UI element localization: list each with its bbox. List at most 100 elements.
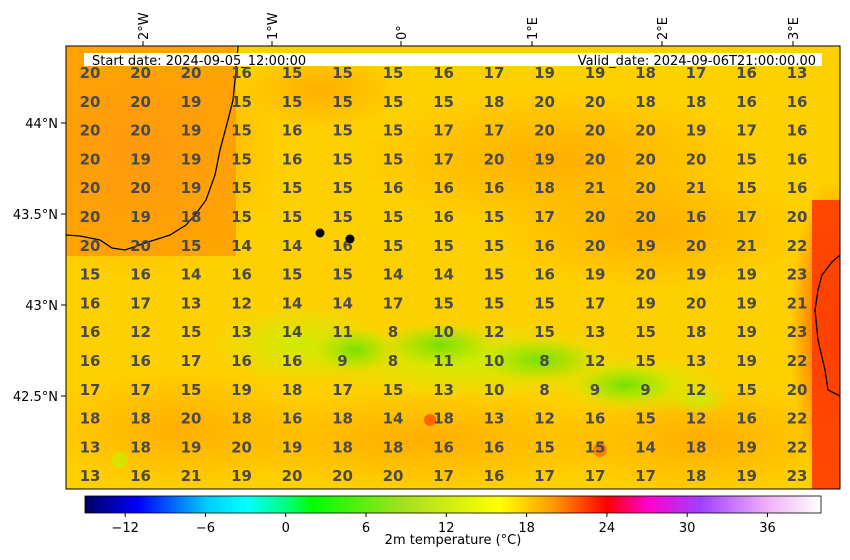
temperature-value: 15: [383, 208, 404, 226]
temperature-value: 18: [332, 410, 353, 428]
latitude-ticks: 44°N 43.5°N 43°N 42.5°N: [13, 117, 66, 405]
temperature-value: 17: [80, 381, 101, 399]
temperature-value: 20: [80, 150, 101, 168]
temperature-value: 12: [686, 410, 707, 428]
temperature-value: 15: [383, 122, 404, 140]
temperature-value: 23: [787, 266, 808, 284]
temperature-value: 17: [534, 467, 555, 485]
temperature-value: 15: [534, 294, 555, 312]
temperature-value: 17: [585, 467, 606, 485]
temperature-value: 18: [484, 93, 505, 111]
temperature-value: 18: [332, 438, 353, 456]
temperature-value: 15: [181, 237, 202, 255]
colorbar-tick-label: 0: [282, 521, 290, 536]
temperature-value: 13: [80, 467, 101, 485]
temperature-value: 15: [332, 266, 353, 284]
temperature-value: 20: [635, 179, 656, 197]
temperature-value: 19: [231, 467, 252, 485]
city-marker-2: [345, 234, 355, 244]
temperature-value: 21: [686, 179, 707, 197]
temperature-value: 19: [534, 150, 555, 168]
temperature-value: 20: [635, 208, 656, 226]
temperature-value: 19: [130, 150, 151, 168]
temperature-value: 15: [635, 352, 656, 370]
temperature-value: 18: [130, 410, 151, 428]
valid-date-label: Valid_date: 2024-09-06T21:00:00.00: [578, 54, 816, 69]
temperature-value: 20: [585, 93, 606, 111]
temperature-value: 19: [534, 64, 555, 82]
temperature-value: 16: [282, 410, 303, 428]
temperature-value: 16: [433, 208, 454, 226]
temperature-values: 20 20 20 16 15 15 15 16 17 19 19 18 17 16 13 20 20 19 15 15…: [80, 64, 808, 485]
temperature-value: 16: [484, 467, 505, 485]
temperature-value: 15: [231, 208, 252, 226]
temperature-value: 20: [585, 150, 606, 168]
temperature-value: 20: [80, 93, 101, 111]
header-band: [84, 53, 822, 66]
lat-tick-label: 44°N: [25, 117, 58, 132]
temperature-value: 15: [383, 237, 404, 255]
temperature-value: 20: [181, 64, 202, 82]
temperature-value: 15: [332, 93, 353, 111]
temperature-value: 10: [484, 352, 505, 370]
colorbar-ticks: −12 −6 0 6 12 18 24 30 36: [111, 513, 776, 536]
temperature-value: 18: [635, 93, 656, 111]
temperature-value: 17: [433, 122, 454, 140]
temperature-value: 14: [383, 266, 404, 284]
lat-tick-label: 43°N: [25, 299, 58, 314]
temperature-value: 19: [231, 381, 252, 399]
temperature-value: 16: [484, 179, 505, 197]
longitude-ticks: 2°W 1°W 0° 1°E 2°E 3°E: [137, 12, 802, 46]
temperature-value: 17: [332, 381, 353, 399]
temperature-value: 14: [231, 237, 252, 255]
temperature-value: 19: [736, 352, 757, 370]
temperature-value: 13: [585, 323, 606, 341]
temperature-value: 16: [80, 323, 101, 341]
temperature-value: 19: [181, 179, 202, 197]
temperature-value: 11: [332, 323, 353, 341]
temperature-value: 19: [736, 294, 757, 312]
temperature-value: 18: [534, 179, 555, 197]
temperature-value: 15: [332, 64, 353, 82]
temperature-value: 15: [80, 266, 101, 284]
temperature-value: 12: [534, 410, 555, 428]
temperature-value: 17: [585, 294, 606, 312]
temperature-value: 19: [635, 294, 656, 312]
temperature-value: 15: [231, 122, 252, 140]
temperature-value: 17: [736, 122, 757, 140]
temperature-value: 11: [433, 352, 454, 370]
temperature-value: 19: [686, 122, 707, 140]
start-date-label: Start date: 2024-09-05_12:00:00: [92, 54, 306, 69]
temperature-value: 14: [181, 266, 202, 284]
temperature-value: 18: [635, 64, 656, 82]
temperature-value: 13: [181, 294, 202, 312]
temperature-value: 15: [534, 438, 555, 456]
temperature-value: 15: [332, 122, 353, 140]
temperature-value: 18: [80, 410, 101, 428]
temperature-value: 16: [231, 64, 252, 82]
temperature-value: 16: [534, 237, 555, 255]
temperature-value: 20: [787, 208, 808, 226]
lon-tick-label: 1°W: [266, 12, 281, 40]
temperature-value: 12: [130, 323, 151, 341]
temperature-value: 14: [332, 294, 353, 312]
temperature-value: 22: [787, 410, 808, 428]
temperature-value: 17: [484, 64, 505, 82]
temperature-value: 18: [433, 410, 454, 428]
temperature-value: 20: [787, 381, 808, 399]
temperature-value: 15: [383, 150, 404, 168]
temperature-value: 21: [787, 294, 808, 312]
temperature-value: 17: [433, 467, 454, 485]
colorbar-tick-label: 36: [759, 521, 776, 536]
temperature-value: 15: [332, 179, 353, 197]
temperature-value: 15: [282, 179, 303, 197]
temperature-value: 16: [433, 179, 454, 197]
colorbar-tick-label: 30: [679, 521, 696, 536]
temperature-value: 15: [433, 237, 454, 255]
temperature-value: 20: [130, 64, 151, 82]
temperature-value: 19: [282, 438, 303, 456]
lon-tick-label: 3°E: [787, 17, 802, 40]
temperature-value: 15: [484, 266, 505, 284]
temperature-value: 16: [80, 352, 101, 370]
temperature-value: 14: [635, 438, 656, 456]
